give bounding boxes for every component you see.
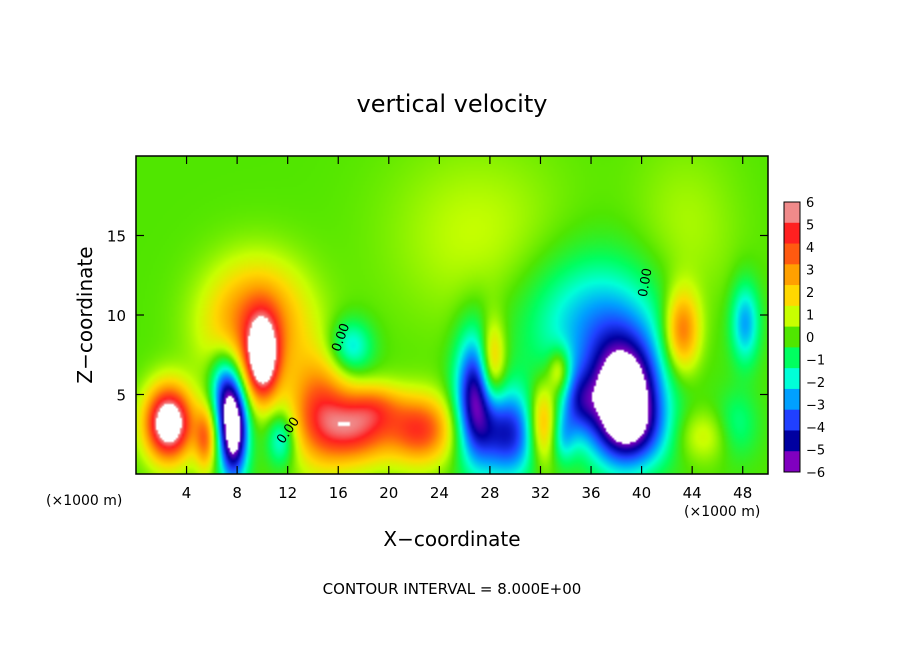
x-axis-title: X−coordinate: [383, 527, 520, 551]
y-axis-ticks: 5 10 15: [107, 228, 768, 405]
colorbar-tick-label: −4: [806, 421, 825, 436]
x-axis-ticks: 4 8 12 16 20 24 28 32 36 40 44 48: [182, 156, 752, 502]
colorbar-swatch: [784, 326, 800, 348]
x-tick-label: 24: [430, 484, 449, 502]
colorbar-tick-label: −6: [806, 466, 825, 481]
x-tick-label: 12: [278, 484, 297, 502]
colorbar-tick-label: 1: [806, 309, 814, 324]
colorbar-swatch: [784, 347, 800, 369]
x-tick-label: 16: [329, 484, 348, 502]
colorbar-swatch: [784, 264, 800, 286]
colorbar-tick-label: 4: [806, 241, 814, 256]
colorbar-swatch: [784, 388, 800, 411]
colorbar-swatch: [784, 285, 800, 307]
colorbar-swatch: [784, 368, 800, 390]
colorbar: 6 5 4 3 2 1 0 −1 −2 −3 −4 −5 −6: [783, 196, 825, 481]
y-tick-label: 10: [107, 307, 126, 325]
x-unit-left: (×1000 m): [46, 493, 122, 509]
x-tick-label: 36: [581, 484, 600, 502]
chart-title: vertical velocity: [357, 90, 548, 118]
x-tick-label: 40: [632, 484, 651, 502]
colorbar-swatch: [784, 222, 800, 245]
x-tick-label: 28: [480, 484, 499, 502]
colorbar-swatch: [784, 451, 800, 473]
colorbar-swatch: [784, 243, 800, 265]
colorbar-swatch: [784, 202, 800, 224]
plot-area: [135, 155, 769, 475]
y-axis-title: Z−coordinate: [73, 246, 97, 383]
velocity-field-heatmap: [136, 156, 768, 474]
colorbar-tick-label: −5: [806, 444, 825, 459]
colorbar-swatch: [784, 430, 800, 452]
colorbar-tick-label: 0: [806, 331, 814, 346]
x-unit-right: (×1000 m): [684, 504, 760, 520]
x-tick-label: 4: [182, 484, 192, 502]
colorbar-swatch: [784, 305, 800, 328]
x-tick-label: 32: [531, 484, 550, 502]
x-tick-label: 48: [733, 484, 752, 502]
colorbar-tick-label: 3: [806, 264, 814, 279]
colorbar-tick-label: 5: [806, 219, 814, 234]
x-tick-label: 44: [683, 484, 702, 502]
y-tick-label: 5: [116, 387, 126, 405]
x-tick-label: 20: [379, 484, 398, 502]
x-tick-label: 8: [232, 484, 242, 502]
colorbar-tick-label: 6: [806, 196, 814, 211]
y-tick-label: 15: [107, 228, 126, 246]
colorbar-tick-label: −2: [806, 376, 825, 391]
colorbar-tick-label: −1: [806, 354, 825, 369]
contour-interval-label: CONTOUR INTERVAL = 8.000E+00: [323, 580, 582, 598]
colorbar-tick-label: −3: [806, 399, 825, 414]
contour-label: 0.00: [636, 267, 656, 298]
colorbar-frame: [783, 201, 801, 473]
colorbar-swatch: [784, 409, 800, 431]
colorbar-tick-label: 2: [806, 286, 814, 301]
